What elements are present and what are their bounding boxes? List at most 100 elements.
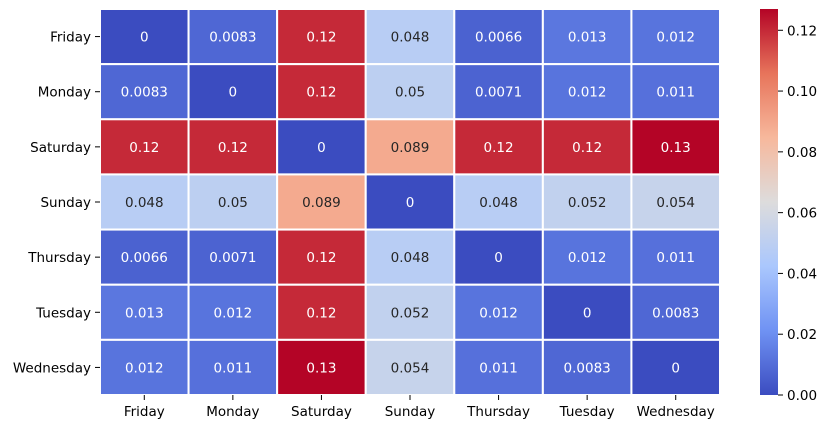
cell-value-label: 0.013 <box>568 30 607 46</box>
heatmap-cell <box>276 118 367 176</box>
cell-value-label: 0.05 <box>218 195 248 211</box>
x-tick-label: Friday <box>124 404 165 420</box>
y-axis: Friday Monday Saturday Sunday Thursday Tuesda… <box>13 30 100 376</box>
cell-value-label: 0.052 <box>391 305 430 321</box>
cell-value-label: 0 <box>494 250 503 266</box>
x-tick-label: Saturday <box>291 404 352 420</box>
heatmap-cell-labels: 0 0.0083 0.12 0.048 0.0066 0.013 0.012 0.0083 0 0… <box>121 30 700 377</box>
cell-value-label: 0.12 <box>572 140 602 156</box>
colorbar: 0.00 0.02 0.04 0.06 0.08 0.10 0.12 <box>760 9 817 404</box>
heatmap-cell <box>630 338 722 397</box>
cell-value-label: 0 <box>406 195 415 211</box>
heatmap-cell <box>453 118 544 176</box>
cell-value-label: 0.0083 <box>209 30 256 46</box>
cell-value-label: 0.0083 <box>564 360 611 376</box>
cell-value-label: 0.012 <box>656 30 695 46</box>
cell-value-label: 0.052 <box>568 195 607 211</box>
heatmap-cell <box>276 228 367 286</box>
cell-value-label: 0.048 <box>479 195 518 211</box>
heatmap-cell <box>187 283 279 341</box>
heatmap-cell <box>541 173 633 231</box>
heatmap-cell <box>187 8 279 66</box>
heatmap-cell <box>99 283 190 341</box>
cell-value-label: 0.012 <box>214 305 253 321</box>
cell-value-label: 0 <box>229 85 238 101</box>
colorbar-tick-label: 0.04 <box>787 266 817 282</box>
x-tick-label: Sunday <box>385 404 436 420</box>
cell-value-label: 0 <box>671 360 680 376</box>
cell-value-label: 0.0066 <box>475 30 522 46</box>
x-axis: Friday Monday Saturday Sunday Thursday Tuesda… <box>124 395 715 420</box>
cell-value-label: 0.12 <box>129 140 159 156</box>
heatmap-cell <box>453 63 544 121</box>
cell-value-label: 0.12 <box>306 250 336 266</box>
cell-value-label: 0.0071 <box>475 85 522 101</box>
cell-value-label: 0.13 <box>661 140 691 156</box>
cell-value-label: 0.048 <box>391 30 430 46</box>
heatmap-cell <box>630 283 722 341</box>
heatmap-cell <box>630 63 722 121</box>
cell-value-label: 0.012 <box>568 85 607 101</box>
cell-value-label: 0.12 <box>306 85 336 101</box>
cell-value-label: 0.0066 <box>121 250 168 266</box>
heatmap-cell <box>541 118 633 176</box>
heatmap-cell <box>187 173 279 231</box>
heatmap-cell <box>541 8 633 66</box>
cell-value-label: 0.012 <box>125 360 164 376</box>
cell-value-label: 0.012 <box>479 305 518 321</box>
x-tick-label: Wednesday <box>637 404 715 420</box>
colorbar-tick-label: 0.08 <box>787 145 817 161</box>
cell-value-label: 0 <box>140 30 149 46</box>
heatmap-cell <box>364 118 456 176</box>
y-tick-label: Thursday <box>27 250 91 266</box>
y-tick-label: Wednesday <box>13 360 91 376</box>
heatmap-cells <box>99 8 722 397</box>
cell-value-label: 0.012 <box>568 250 607 266</box>
cell-value-label: 0.013 <box>125 305 164 321</box>
heatmap-cell <box>99 228 190 286</box>
heatmap-cell <box>364 338 456 397</box>
x-tick-label: Monday <box>206 404 259 420</box>
heatmap-cell <box>541 338 633 397</box>
cell-value-label: 0.12 <box>484 140 514 156</box>
cell-value-label: 0.13 <box>306 360 336 376</box>
cell-value-label: 0.054 <box>391 360 430 376</box>
cell-value-label: 0.011 <box>656 85 695 101</box>
cell-value-label: 0.12 <box>306 30 336 46</box>
cell-value-label: 0.05 <box>395 85 425 101</box>
y-tick-label: Monday <box>38 85 91 101</box>
cell-value-label: 0.048 <box>125 195 164 211</box>
heatmap-cell <box>99 173 190 231</box>
heatmap-cell <box>276 63 367 121</box>
cell-value-label: 0.089 <box>391 140 430 156</box>
heatmap-cell <box>187 118 279 176</box>
colorbar-tick-label: 0.12 <box>787 23 817 39</box>
cell-value-label: 0.0083 <box>652 305 699 321</box>
heatmap-cell <box>630 118 722 176</box>
cell-value-label: 0.12 <box>218 140 248 156</box>
colorbar-gradient <box>760 9 778 395</box>
y-tick-label: Sunday <box>40 195 91 211</box>
colorbar-tick-label: 0.02 <box>787 327 817 343</box>
cell-value-label: 0.011 <box>656 250 695 266</box>
y-tick-label: Tuesday <box>35 305 91 321</box>
cell-value-label: 0.011 <box>214 360 253 376</box>
colorbar-tick-label: 0.06 <box>787 206 817 222</box>
heatmap-cell <box>276 338 367 397</box>
y-tick-label: Saturday <box>30 140 91 156</box>
cell-value-label: 0.12 <box>306 305 336 321</box>
cell-value-label: 0 <box>583 305 592 321</box>
cell-value-label: 0.048 <box>391 250 430 266</box>
x-tick-label: Thursday <box>466 404 530 420</box>
heatmap-cell <box>453 338 544 397</box>
cell-value-label: 0.0083 <box>121 85 168 101</box>
cell-value-label: 0.011 <box>479 360 518 376</box>
cell-value-label: 0 <box>317 140 326 156</box>
y-tick-label: Friday <box>50 30 91 46</box>
cell-value-label: 0.0071 <box>209 250 256 266</box>
colorbar-tick-label: 0.00 <box>787 388 817 404</box>
cell-value-label: 0.054 <box>656 195 695 211</box>
cell-value-label: 0.089 <box>302 195 341 211</box>
x-tick-label: Tuesday <box>559 404 615 420</box>
